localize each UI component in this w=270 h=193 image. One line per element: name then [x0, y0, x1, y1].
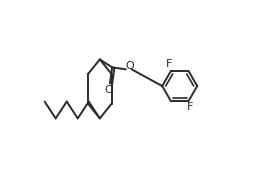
Text: O: O: [125, 61, 134, 71]
Text: O: O: [105, 85, 113, 95]
Text: F: F: [166, 59, 173, 69]
Text: F: F: [187, 102, 194, 112]
